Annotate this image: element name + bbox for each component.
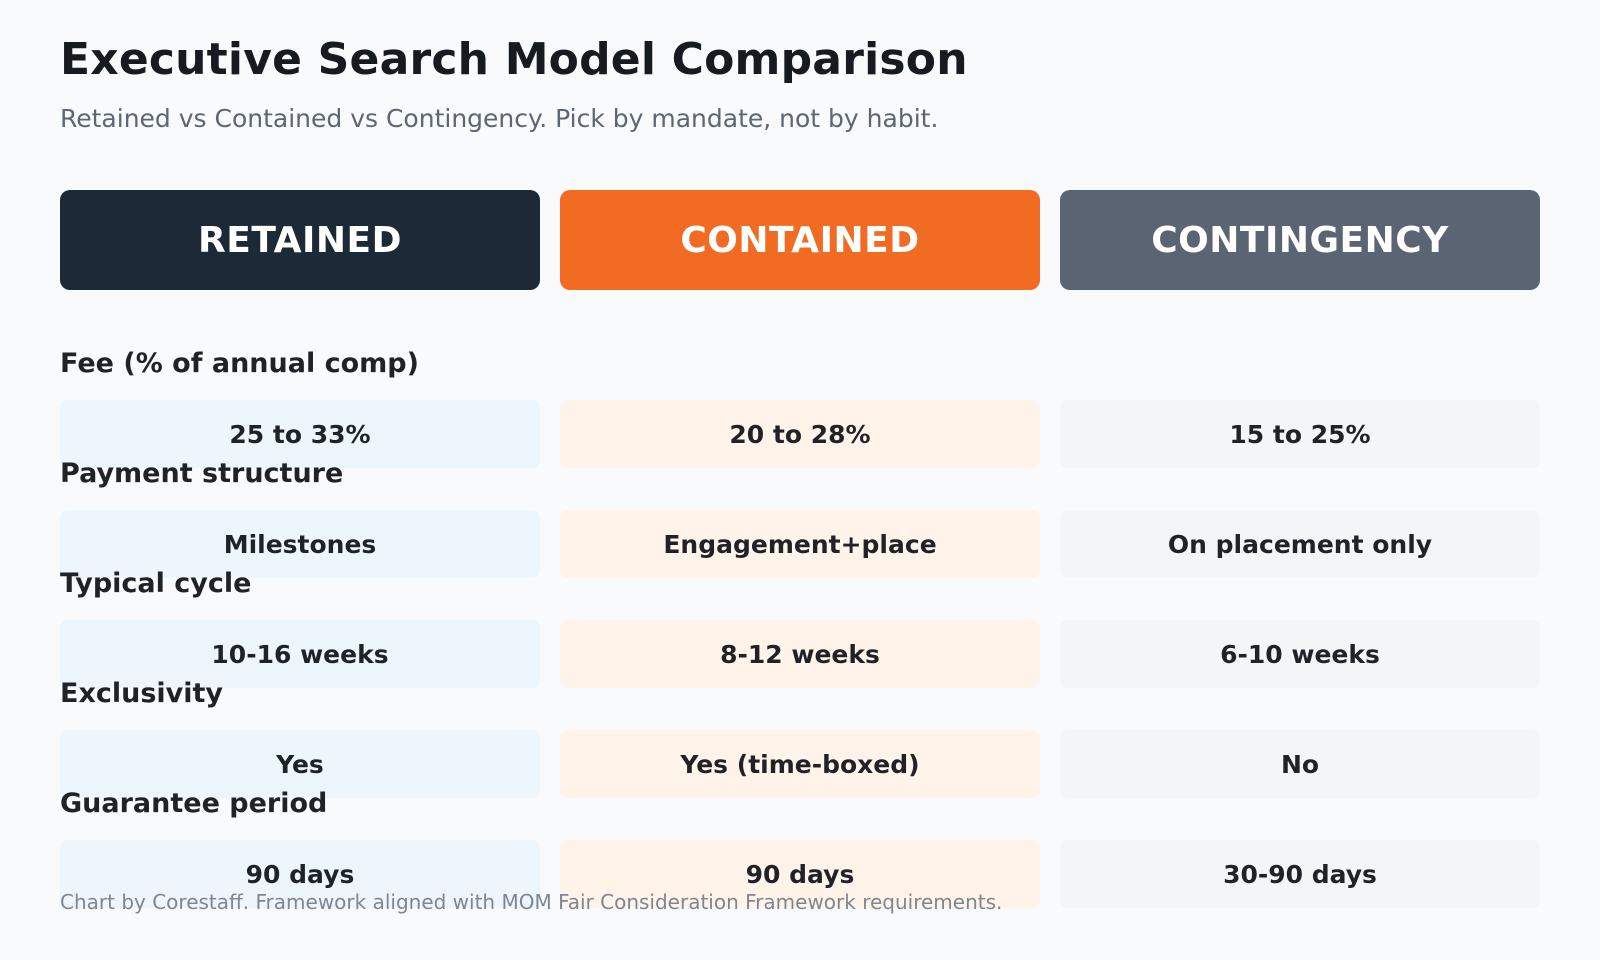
criterion-label: Guarantee period bbox=[60, 788, 328, 819]
cell-contained: 90 days bbox=[560, 840, 1040, 908]
cell-contained: 20 to 28% bbox=[560, 400, 1040, 468]
criterion-label: Payment structure bbox=[60, 458, 344, 489]
cell-retained: 90 days bbox=[60, 840, 540, 908]
header-retained: RETAINED bbox=[60, 190, 540, 290]
criterion-typical-cycle: Typical cycle 10-16 weeks 8-12 weeks 6-1… bbox=[60, 568, 1540, 688]
criterion-fee: Fee (% of annual comp) 25 to 33% 20 to 2… bbox=[60, 348, 1540, 468]
page-title: Executive Search Model Comparison bbox=[60, 34, 968, 85]
cell-contained: 8-12 weeks bbox=[560, 620, 1040, 688]
criterion-exclusivity: Exclusivity Yes Yes (time-boxed) No bbox=[60, 678, 1540, 798]
footer-note: Chart by Corestaff. Framework aligned wi… bbox=[60, 890, 1003, 914]
cell-retained: Milestones bbox=[60, 510, 540, 578]
criterion-label: Fee (% of annual comp) bbox=[60, 348, 419, 379]
cell-retained: Yes bbox=[60, 730, 540, 798]
header-contingency: CONTINGENCY bbox=[1060, 190, 1540, 290]
cell-contingency: On placement only bbox=[1060, 510, 1540, 578]
cell-retained: 25 to 33% bbox=[60, 400, 540, 468]
cell-contained: Yes (time-boxed) bbox=[560, 730, 1040, 798]
criterion-guarantee-period: Guarantee period 90 days 90 days 30-90 d… bbox=[60, 788, 1540, 908]
cell-retained: 10-16 weeks bbox=[60, 620, 540, 688]
page-subtitle: Retained vs Contained vs Contingency. Pi… bbox=[60, 104, 939, 133]
criterion-label: Typical cycle bbox=[60, 568, 252, 599]
cell-contingency: 6-10 weeks bbox=[1060, 620, 1540, 688]
criterion-payment-structure: Payment structure Milestones Engagement+… bbox=[60, 458, 1540, 578]
criterion-label: Exclusivity bbox=[60, 678, 224, 709]
criteria-list: Fee (% of annual comp) 25 to 33% 20 to 2… bbox=[60, 348, 1540, 908]
model-header-row: RETAINED CONTAINED CONTINGENCY bbox=[60, 190, 1540, 290]
cell-contained: Engagement+place bbox=[560, 510, 1040, 578]
cell-contingency: 30-90 days bbox=[1060, 840, 1540, 908]
cell-contingency: No bbox=[1060, 730, 1540, 798]
header-contained: CONTAINED bbox=[560, 190, 1040, 290]
cell-contingency: 15 to 25% bbox=[1060, 400, 1540, 468]
